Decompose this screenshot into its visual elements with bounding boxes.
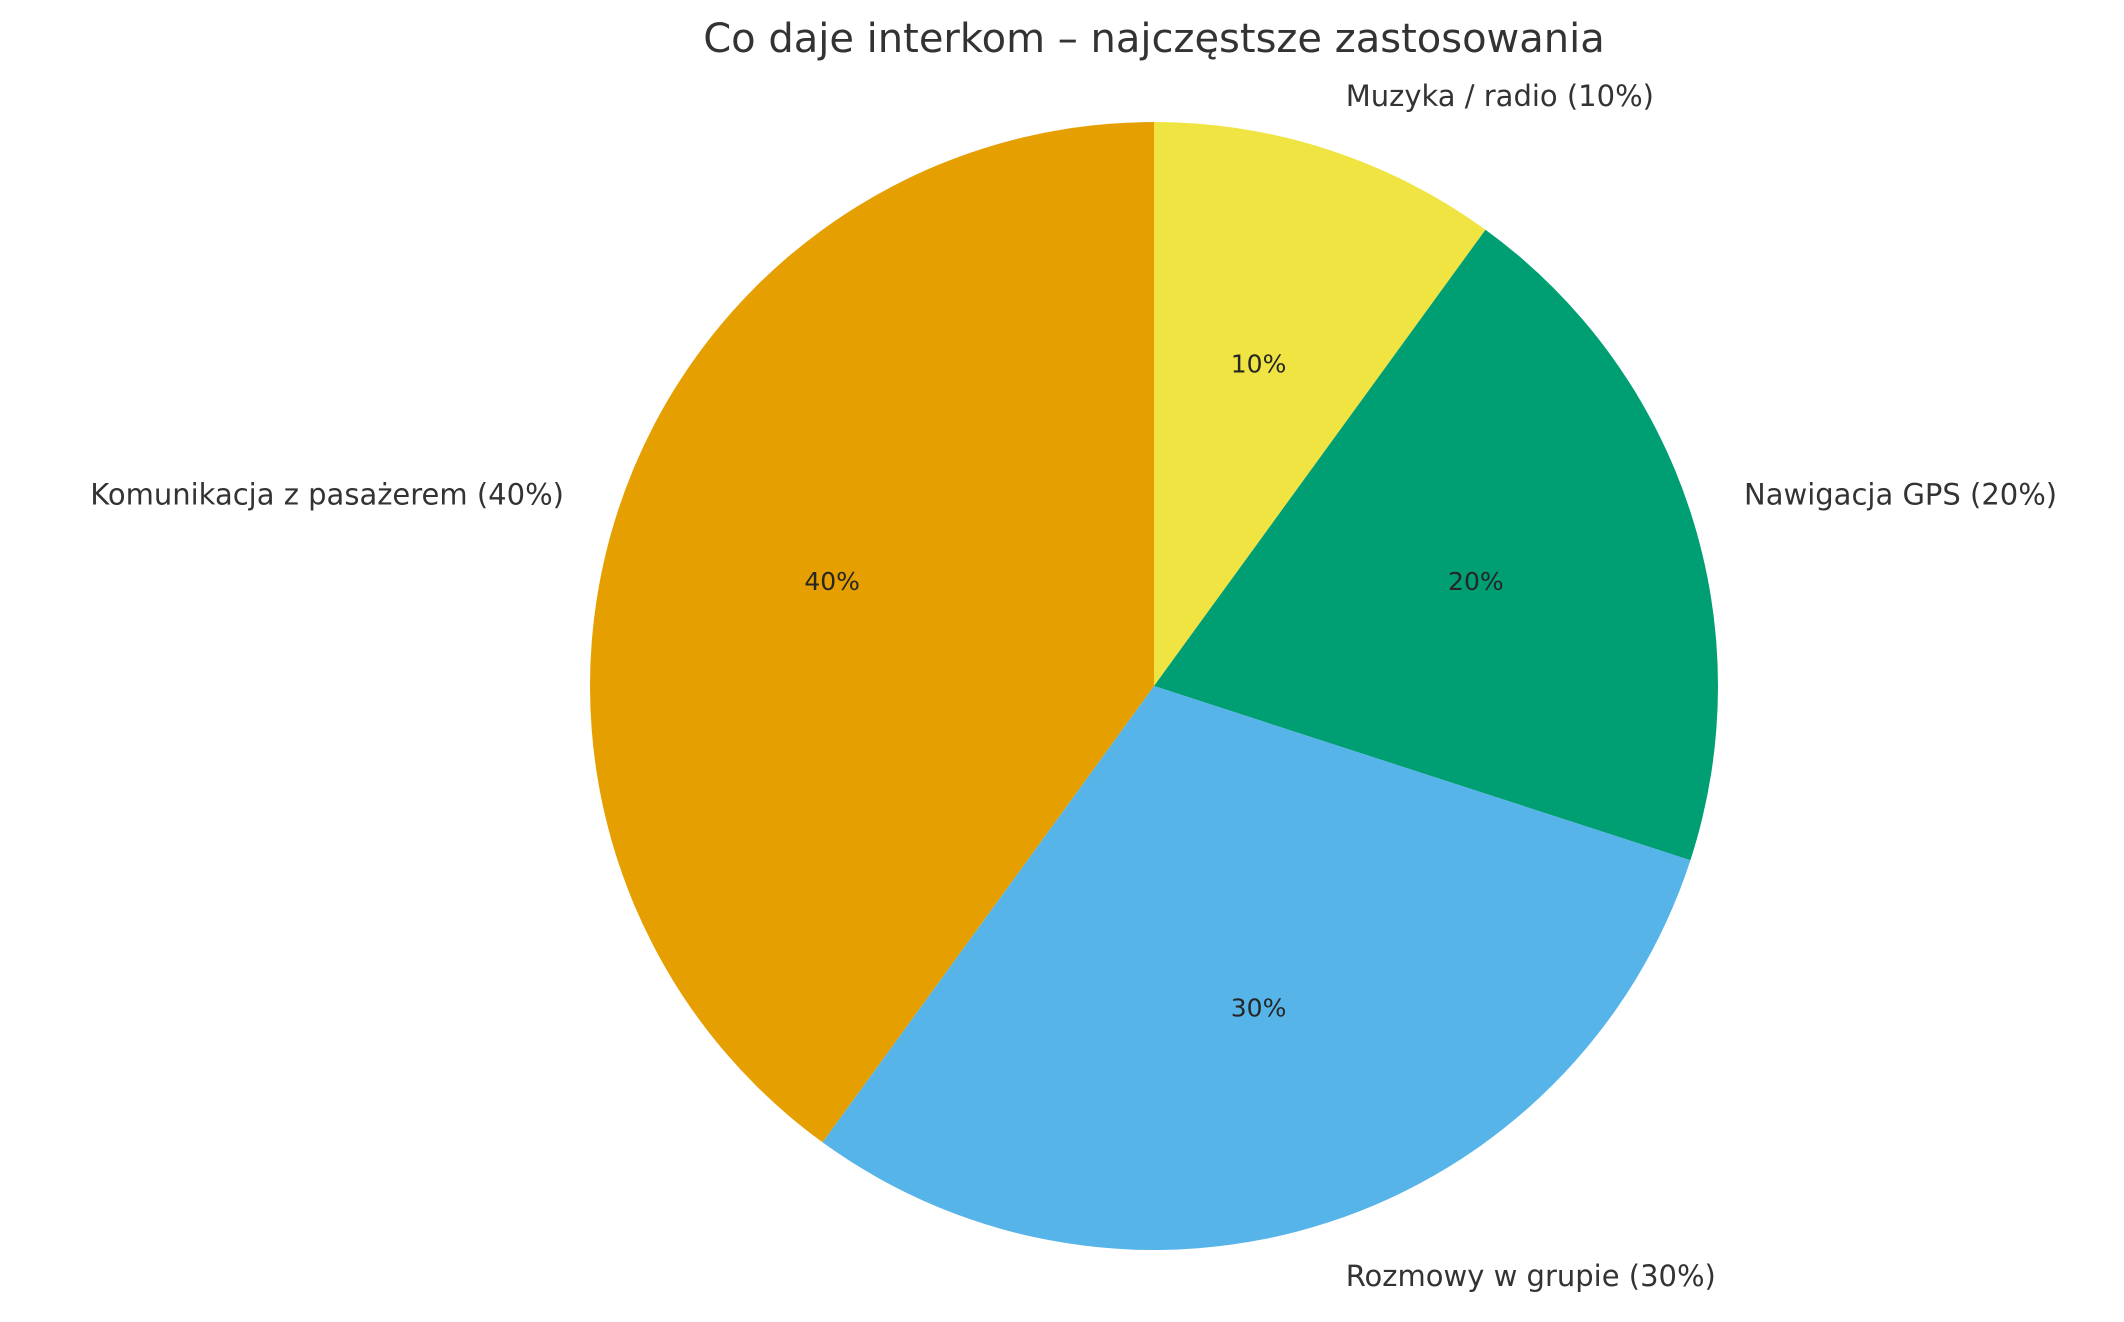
slice-category-label: Nawigacja GPS (20%)	[1744, 477, 2057, 511]
pie-slices	[589, 122, 1718, 1250]
pie-slice	[1154, 229, 1718, 861]
slice-category-label: Komunikacja z pasażerem (40%)	[90, 477, 564, 511]
pie-slice	[589, 122, 1154, 1143]
pie-outer-labels: Muzyka / radio (10%) Nawigacja GPS (20%) R…	[90, 79, 2057, 1293]
chart-title: Co daje interkom – najczęstsze zastosowa…	[703, 16, 1605, 62]
slice-percentage-label: 30%	[1231, 993, 1287, 1022]
pie-percentage-labels: 10% 20% 30% 40%	[804, 350, 1503, 1023]
slice-category-label: Muzyka / radio (10%)	[1346, 79, 1654, 113]
slice-percentage-label: 40%	[804, 567, 860, 596]
slice-percentage-label: 10%	[1231, 350, 1287, 379]
slice-category-label: Rozmowy w grupie (30%)	[1346, 1259, 1716, 1293]
slice-percentage-label: 20%	[1448, 567, 1504, 596]
pie-slice	[1154, 122, 1486, 686]
pie-slice	[822, 686, 1691, 1250]
